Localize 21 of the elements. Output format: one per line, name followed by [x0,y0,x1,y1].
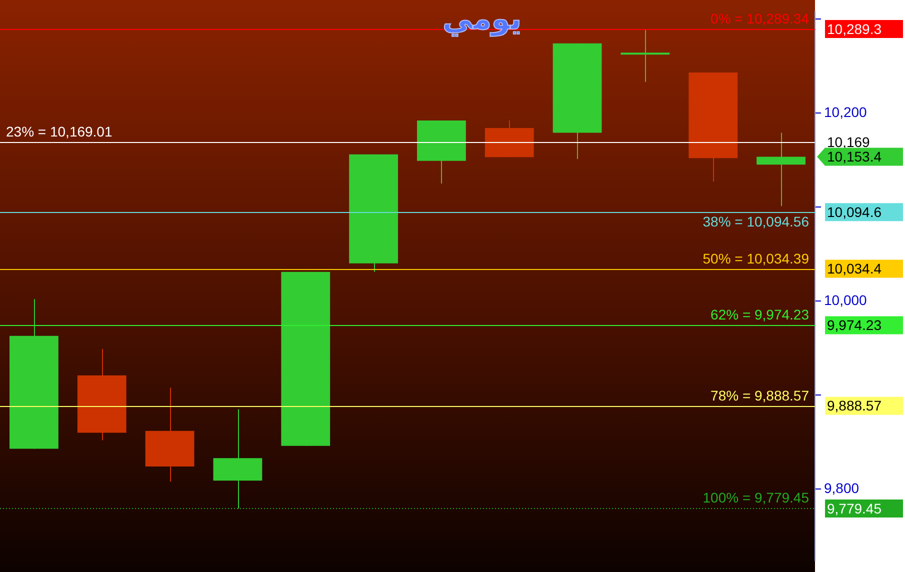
ref-line-label: 62% = 9,974.23 [710,306,810,322]
text: 10,169 [827,134,870,150]
text: 10,094.6 [827,204,882,220]
text: 9,974.23 [827,317,882,334]
ref-line-label: 78% = 9,888.57 [710,387,810,404]
ref-line-label: 38% = 10,094.56 [702,213,810,230]
candlestick [620,28,670,82]
text: 9,888.57 [827,398,882,414]
y-tick-label: 10,000 [824,292,868,308]
text: 10,289.3 [827,20,882,37]
ref-line-label: 23% = 10,169.01 [6,123,112,140]
ref-line-label: 100% = 9,779.45 [702,489,810,506]
ref-line-label: 0% = 10,289.34 [710,10,810,26]
text: 10,153.4 [827,148,882,165]
chart-title: يومي [442,2,522,37]
ref-line-label: 50% = 10,034.39 [702,250,810,266]
y-tick-label: 9,800 [824,480,860,496]
text: 10,034.4 [827,260,882,277]
text: 9,779.45 [827,500,882,516]
y-tick-label: 10,200 [824,104,868,120]
candlestick [756,132,806,207]
